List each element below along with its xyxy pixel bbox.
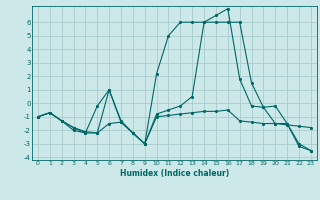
- X-axis label: Humidex (Indice chaleur): Humidex (Indice chaleur): [120, 169, 229, 178]
